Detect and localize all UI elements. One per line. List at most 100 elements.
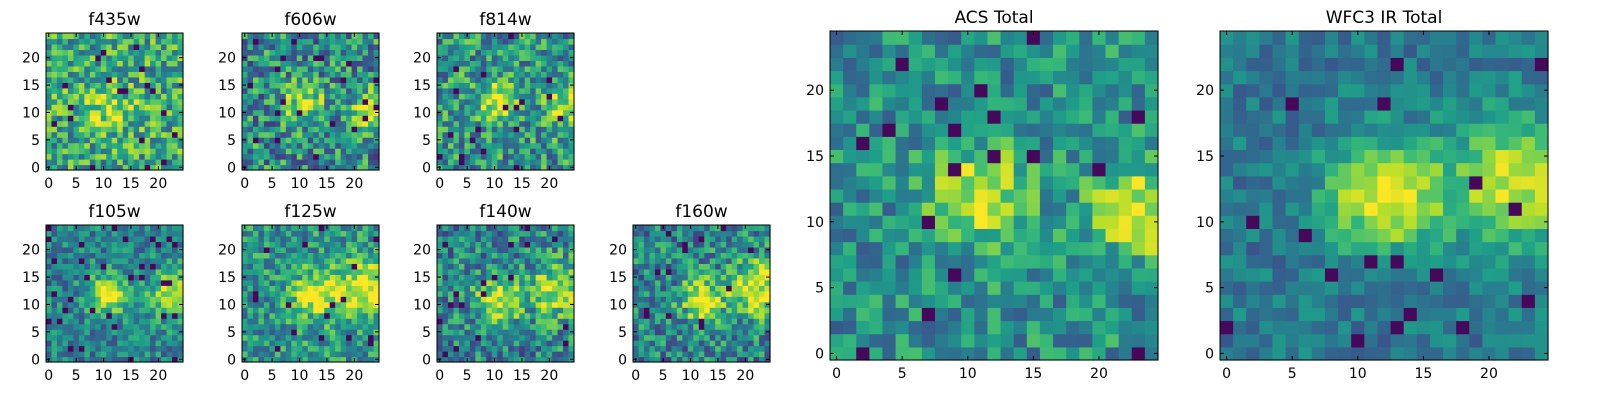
heatmap-cell xyxy=(726,312,733,319)
heatmap-cell xyxy=(541,115,548,122)
heatmap-cell xyxy=(660,235,667,243)
heatmap-cell xyxy=(296,43,303,51)
heatmap-cell xyxy=(258,142,265,149)
heatmap-cell xyxy=(56,142,64,149)
heatmap-cell xyxy=(329,115,336,122)
heatmap-cell xyxy=(1092,188,1107,203)
heatmap-cell xyxy=(46,230,53,237)
heatmap-cell xyxy=(357,246,364,253)
heatmap-cell xyxy=(139,351,146,358)
heatmap-cell xyxy=(51,263,58,270)
heatmap-cell xyxy=(464,137,471,144)
heatmap-cell xyxy=(1013,346,1028,361)
heatmap-cell xyxy=(373,120,380,127)
heatmap-cell xyxy=(687,290,694,297)
heatmap-cell xyxy=(530,340,537,347)
heatmap-cell xyxy=(742,235,749,243)
heatmap-cell xyxy=(133,279,140,286)
heatmap-cell xyxy=(111,318,118,325)
heatmap-cell xyxy=(368,301,375,308)
heatmap-cell xyxy=(51,356,58,363)
heatmap-cell xyxy=(172,334,179,341)
heatmap-cell xyxy=(155,274,162,281)
heatmap-cell xyxy=(247,148,254,155)
heatmap-cell xyxy=(475,351,482,358)
heatmap-cell xyxy=(318,296,325,303)
heatmap-cell xyxy=(720,334,727,341)
heatmap-cell xyxy=(324,329,331,336)
heatmap-cell xyxy=(541,307,548,314)
heatmap-cell xyxy=(453,120,460,127)
y-tick-label: 5 xyxy=(227,133,236,149)
heatmap-cell xyxy=(62,87,69,94)
heatmap-cell xyxy=(67,252,74,259)
heatmap-cell xyxy=(155,109,162,116)
heatmap-cell xyxy=(324,235,331,243)
heatmap-cell xyxy=(144,246,151,253)
heatmap-cell xyxy=(296,246,303,253)
heatmap-cell xyxy=(296,142,303,149)
heatmap-cell xyxy=(172,345,179,352)
heatmap-cell xyxy=(437,268,444,275)
heatmap-cell xyxy=(133,43,140,51)
heatmap-cell xyxy=(346,340,353,347)
heatmap-cell xyxy=(296,235,303,243)
heatmap-cell xyxy=(458,49,465,56)
heatmap-cell xyxy=(502,279,509,286)
heatmap-cell xyxy=(357,65,364,72)
heatmap-cell xyxy=(502,148,509,155)
heatmap-cell xyxy=(497,257,504,264)
heatmap-cell xyxy=(1131,241,1146,256)
heatmap-cell xyxy=(133,142,140,149)
heatmap-cell xyxy=(117,334,124,341)
heatmap-cell xyxy=(313,33,320,40)
heatmap-cell xyxy=(247,246,254,253)
heatmap-cell xyxy=(480,49,487,56)
heatmap-cell xyxy=(313,312,320,319)
heatmap-cell xyxy=(78,312,85,319)
heatmap-cell xyxy=(166,60,173,67)
heatmap-cell xyxy=(242,345,249,352)
heatmap-cell xyxy=(373,65,380,72)
heatmap-cell xyxy=(961,215,975,229)
heatmap-cell xyxy=(676,356,683,363)
heatmap-cell xyxy=(117,279,124,286)
heatmap-cell xyxy=(335,65,342,72)
heatmap-cell xyxy=(535,345,542,352)
heatmap-cell xyxy=(122,263,129,270)
heatmap-cell xyxy=(62,296,69,303)
heatmap-cell xyxy=(252,290,260,297)
heatmap-cell xyxy=(475,257,482,264)
heatmap-cell xyxy=(318,235,325,243)
heatmap-cell xyxy=(720,351,727,358)
heatmap-cell xyxy=(373,334,380,341)
heatmap-cell xyxy=(497,301,504,308)
heatmap-cell xyxy=(252,104,260,111)
heatmap-cell xyxy=(458,334,465,341)
heatmap-cell xyxy=(552,148,559,155)
heatmap-cell xyxy=(335,87,342,94)
heatmap-cell xyxy=(111,104,118,111)
heatmap-cell xyxy=(464,351,471,358)
heatmap-cell xyxy=(502,290,509,297)
heatmap-cell xyxy=(552,307,559,314)
heatmap-cell xyxy=(502,246,509,253)
heatmap-cell xyxy=(307,318,314,325)
heatmap-cell xyxy=(100,71,107,78)
heatmap-cell xyxy=(469,241,476,248)
heatmap-cell xyxy=(1053,294,1067,308)
heatmap-cell xyxy=(458,225,465,232)
heatmap-cell xyxy=(671,356,678,363)
heatmap-cell xyxy=(974,281,989,295)
heatmap-cell xyxy=(530,60,537,67)
heatmap-cell xyxy=(340,71,347,78)
heatmap-cell xyxy=(552,153,559,160)
heatmap-cell xyxy=(480,164,487,171)
heatmap-cell xyxy=(106,356,113,363)
heatmap-cell xyxy=(313,65,320,72)
heatmap-cell xyxy=(166,290,173,297)
heatmap-cell xyxy=(84,54,91,61)
heatmap-cell xyxy=(302,126,309,133)
heatmap-cell xyxy=(643,263,651,270)
heatmap-cell xyxy=(51,115,58,122)
